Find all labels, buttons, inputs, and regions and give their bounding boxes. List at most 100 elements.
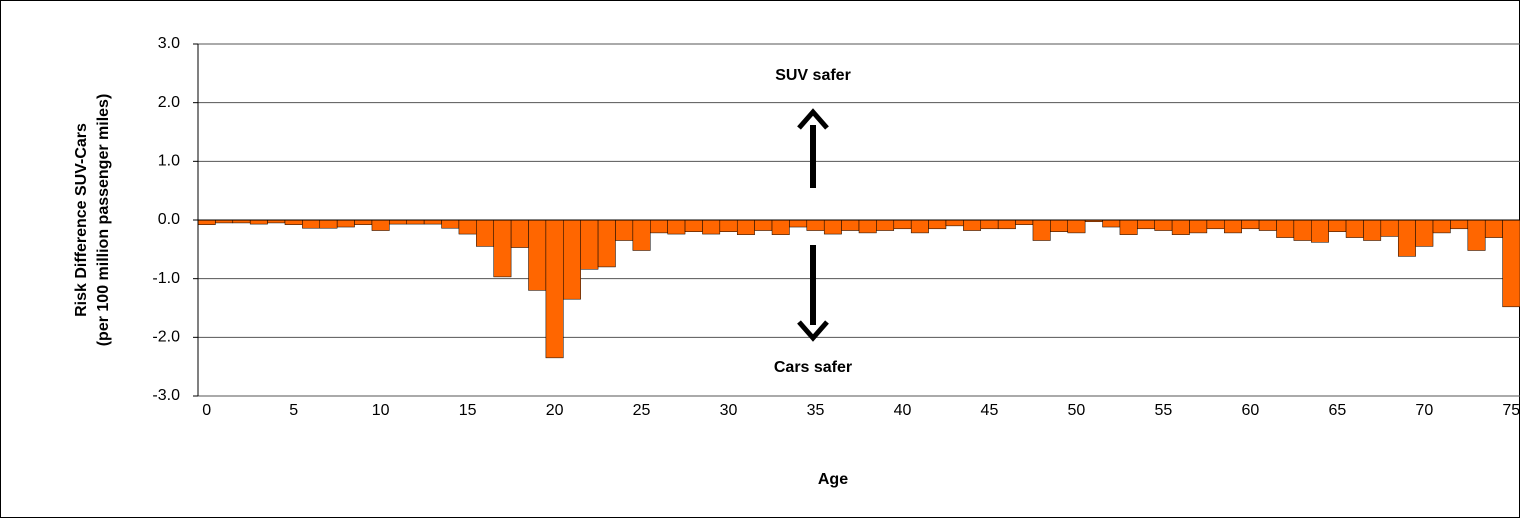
y-tick-label: 2.0: [158, 94, 180, 111]
bar: [1328, 219, 1347, 232]
y-tick-label: 1.0: [158, 153, 180, 170]
bar: [1415, 219, 1434, 247]
x-tick-label: 30: [720, 402, 738, 419]
bar: [858, 219, 877, 234]
bar: [684, 219, 703, 232]
bar: [667, 219, 686, 235]
x-tick-label: 65: [1328, 402, 1346, 419]
bar: [632, 219, 651, 251]
x-tick-label: 55: [1155, 402, 1173, 419]
bar: [1206, 219, 1225, 230]
bar: [1276, 219, 1295, 238]
bar: [1450, 219, 1469, 230]
x-tick-label: 45: [981, 402, 999, 419]
arrows: [797, 108, 829, 342]
bar: [823, 219, 842, 235]
y-tick-label: -2.0: [152, 329, 180, 346]
x-axis-label: Age: [818, 471, 848, 488]
bar: [389, 219, 407, 225]
arrow-head: [797, 320, 829, 342]
x-tick-label: 0: [202, 402, 211, 419]
x-tick-label: 35: [807, 402, 825, 419]
y-axis-label: (per 100 million passenger miles): [95, 94, 112, 347]
bar: [441, 219, 460, 229]
bar: [928, 219, 947, 230]
bar: [789, 219, 808, 228]
bar: [876, 219, 895, 231]
bar: [1050, 219, 1068, 232]
bar: [910, 219, 929, 234]
bar: [1015, 219, 1034, 225]
bar: [702, 219, 721, 235]
x-tick-label: 25: [633, 402, 651, 419]
bar: [980, 219, 999, 230]
bar: [719, 219, 738, 232]
bar: [406, 219, 425, 225]
arrow-head: [797, 108, 829, 130]
bar: [336, 219, 355, 228]
bar: [510, 219, 529, 248]
bar: [1345, 219, 1364, 238]
bar: [1397, 219, 1416, 257]
x-tick-label: 50: [1068, 402, 1086, 419]
bar: [371, 219, 390, 231]
x-tick-label: 10: [372, 402, 390, 419]
bar: [1189, 219, 1208, 234]
bar: [580, 219, 599, 270]
bar: [650, 219, 668, 234]
bar: [806, 219, 825, 231]
annotation: Cars safer: [774, 359, 852, 376]
bar: [1484, 219, 1503, 238]
x-tick-label: 70: [1415, 402, 1433, 419]
bar: [736, 219, 755, 235]
bar: [754, 219, 773, 231]
y-tick-label: 3.0: [158, 35, 180, 52]
x-tick-label: 15: [459, 402, 477, 419]
bar: [771, 219, 790, 235]
x-tick-label: 40: [894, 402, 912, 419]
bar: [1293, 219, 1312, 241]
x-tick-label: 20: [546, 402, 564, 419]
bar: [841, 219, 860, 231]
bar: [1154, 219, 1173, 231]
bar: [1241, 219, 1260, 230]
bar: [284, 219, 303, 225]
bar: [319, 219, 338, 229]
y-tick-label: -1.0: [152, 270, 180, 287]
y-tick-label: -3.0: [152, 387, 180, 404]
bar: [1380, 219, 1399, 237]
bar: [1502, 219, 1520, 308]
bar: [893, 219, 912, 230]
x-tick-label: 75: [1502, 402, 1520, 419]
bar: [963, 219, 982, 231]
bar: [1119, 219, 1138, 235]
y-axis-label: Risk Difference SUV-Cars: [73, 123, 90, 317]
bar: [1171, 219, 1190, 235]
x-tick-label: 5: [289, 402, 298, 419]
bar: [249, 219, 268, 225]
bar: [1432, 219, 1451, 234]
bar: [1137, 219, 1155, 230]
annotation: SUV safer: [775, 67, 851, 84]
x-tick-label: 60: [1241, 402, 1259, 419]
bar: [302, 219, 321, 229]
bar: [476, 219, 494, 247]
bar: [545, 219, 564, 359]
bar: [197, 219, 216, 225]
bar: [1224, 219, 1242, 234]
bar: [1258, 219, 1277, 231]
bar: [615, 219, 634, 241]
bar: [597, 219, 616, 268]
bar: [1102, 219, 1121, 228]
bar: [354, 219, 373, 225]
bar: [423, 219, 442, 225]
bar: [997, 219, 1016, 230]
y-tick-label: 0.0: [158, 211, 180, 228]
bar: [1032, 219, 1051, 241]
bar: [945, 219, 964, 227]
bar: [528, 219, 547, 291]
bar: [493, 219, 512, 278]
